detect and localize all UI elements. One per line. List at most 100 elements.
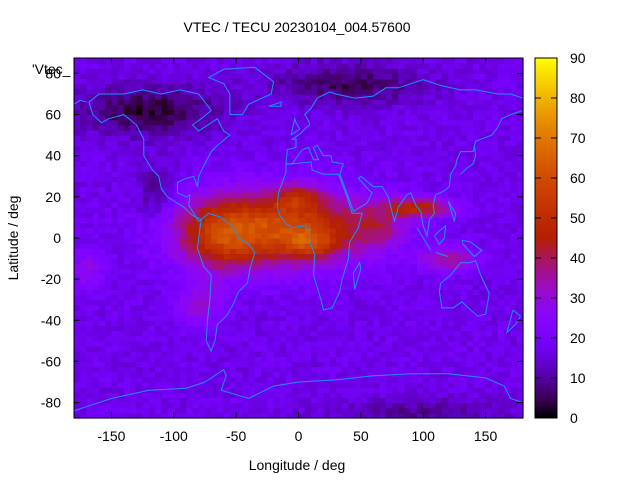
heatmap-cell <box>204 150 212 157</box>
heatmap-cell <box>105 124 113 131</box>
heatmap-cell <box>204 78 212 85</box>
heatmap-cell <box>379 299 387 306</box>
heatmap-cell <box>223 361 231 368</box>
heatmap-cell <box>342 202 349 208</box>
heatmap-cell <box>479 68 487 75</box>
heatmap-cell <box>167 248 175 255</box>
heatmap-cell <box>279 274 287 280</box>
heatmap-cell <box>161 109 169 116</box>
heatmap-cell <box>441 68 449 75</box>
heatmap-cell <box>98 412 106 419</box>
heatmap-cell <box>123 397 131 404</box>
heatmap-cell <box>423 73 431 80</box>
heatmap-cell <box>92 155 100 162</box>
heatmap-cell <box>136 119 144 126</box>
heatmap-cell <box>279 160 287 167</box>
heatmap-cell <box>373 73 381 80</box>
heatmap-cell <box>329 243 337 249</box>
heatmap-cell <box>498 366 505 373</box>
heatmap-cell <box>448 366 456 373</box>
heatmap-cell <box>485 335 493 342</box>
heatmap-cell <box>80 325 88 332</box>
heatmap-cell <box>498 58 505 64</box>
heatmap-cell <box>155 227 162 234</box>
heatmap-cell <box>261 109 268 116</box>
heatmap-cell <box>373 202 381 208</box>
heatmap-cell <box>130 402 137 409</box>
heatmap-cell <box>192 263 200 270</box>
heatmap-cell <box>161 382 169 388</box>
heatmap-cell <box>460 299 468 306</box>
heatmap-cell <box>111 232 119 239</box>
heatmap-cell <box>348 114 356 121</box>
heatmap-cell <box>479 150 487 157</box>
heatmap-cell <box>198 325 206 332</box>
heatmap-cell <box>473 284 480 291</box>
heatmap-cell <box>180 310 187 316</box>
heatmap-cell <box>273 376 281 383</box>
heatmap-cell <box>167 243 175 249</box>
heatmap-cell <box>491 73 499 80</box>
heatmap-cell <box>479 412 487 419</box>
heatmap-cell <box>466 114 474 121</box>
heatmap-cell <box>354 315 362 321</box>
heatmap-cell <box>273 289 281 296</box>
heatmap-cell <box>292 392 300 399</box>
heatmap-cell <box>261 68 268 75</box>
heatmap-cell <box>267 207 275 213</box>
heatmap-cell <box>448 289 456 296</box>
heatmap-cell <box>204 140 212 147</box>
heatmap-cell <box>404 279 412 285</box>
heatmap-cell <box>323 119 331 126</box>
heatmap-cell <box>298 392 306 399</box>
heatmap-cell <box>367 366 374 373</box>
heatmap-cell <box>448 94 456 100</box>
heatmap-cell <box>74 68 81 75</box>
heatmap-cell <box>74 109 81 116</box>
heatmap-cell <box>148 243 156 249</box>
heatmap-cell <box>74 160 81 167</box>
heatmap-cell <box>473 253 480 260</box>
heatmap-cell <box>136 232 144 239</box>
heatmap-cell <box>379 412 387 419</box>
heatmap-cell <box>217 274 225 280</box>
heatmap-cell <box>92 196 100 203</box>
heatmap-cell <box>360 304 368 311</box>
heatmap-cell <box>423 351 431 357</box>
heatmap-cell <box>298 124 306 131</box>
heatmap-cell <box>204 186 212 193</box>
heatmap-cell <box>167 150 175 157</box>
heatmap-cell <box>448 68 456 75</box>
heatmap-cell <box>498 376 505 383</box>
heatmap-cell <box>98 351 106 357</box>
heatmap-cell <box>342 99 349 105</box>
heatmap-cell <box>248 227 256 234</box>
heatmap-cell <box>335 119 343 126</box>
heatmap-cell <box>292 310 300 316</box>
heatmap-cell <box>130 145 137 152</box>
heatmap-cell <box>236 402 243 409</box>
heatmap-cell <box>236 196 243 203</box>
heatmap-cell <box>167 268 175 275</box>
heatmap-cell <box>161 202 169 208</box>
heatmap-cell <box>404 186 412 193</box>
heatmap-cell <box>504 356 512 363</box>
heatmap-cell <box>379 310 387 316</box>
heatmap-cell <box>410 289 418 296</box>
heatmap-cell <box>279 392 287 399</box>
heatmap-cell <box>198 186 206 193</box>
heatmap-cell <box>460 284 468 291</box>
heatmap-cell <box>223 176 231 183</box>
heatmap-cell <box>466 140 474 147</box>
heatmap-cell <box>329 191 337 198</box>
heatmap-cell <box>335 83 343 90</box>
heatmap-cell <box>491 186 499 193</box>
heatmap-cell <box>248 58 256 64</box>
heatmap-cell <box>473 124 480 131</box>
heatmap-cell <box>192 366 200 373</box>
heatmap-cell <box>192 145 200 152</box>
heatmap-cell <box>292 366 300 373</box>
heatmap-cell <box>204 320 212 327</box>
heatmap-cell <box>429 83 437 90</box>
heatmap-cell <box>130 335 137 342</box>
